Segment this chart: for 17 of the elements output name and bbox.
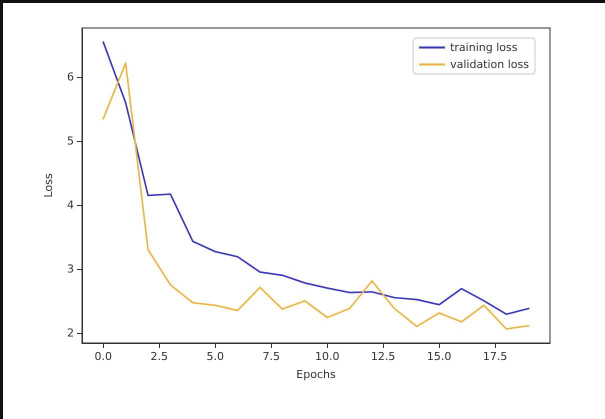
x-tick-label: 17.5 xyxy=(482,350,508,363)
y-tick-label: 4 xyxy=(67,198,74,212)
y-tick-label: 2 xyxy=(67,326,74,340)
y-tick-label: 6 xyxy=(67,70,74,84)
y-axis-title: Loss xyxy=(42,173,55,198)
y-tick-label: 5 xyxy=(67,134,74,148)
x-tick-label: 7.5 xyxy=(262,350,280,363)
x-tick-label: 5.0 xyxy=(206,350,224,363)
x-tick-label: 10.0 xyxy=(314,350,340,363)
x-tick-label: 15.0 xyxy=(426,350,452,363)
x-tick-label: 12.5 xyxy=(370,350,396,363)
legend-label: validation loss xyxy=(450,58,530,71)
y-tick-label: 3 xyxy=(67,262,74,276)
x-tick-label: 2.5 xyxy=(150,350,168,363)
x-axis-title: Epochs xyxy=(296,368,336,381)
legend-label: training loss xyxy=(450,41,518,54)
x-tick-label: 0.0 xyxy=(94,350,112,363)
